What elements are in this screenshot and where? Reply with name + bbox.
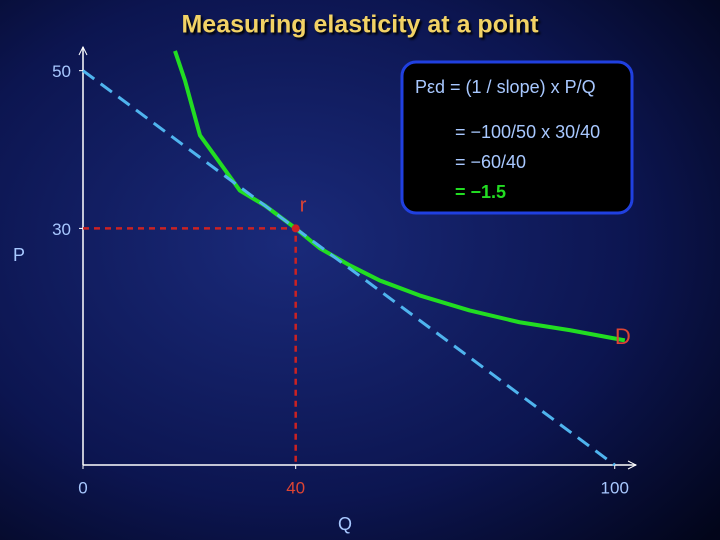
- x-tick-label: 40: [286, 478, 305, 497]
- y-axis-arrow: [78, 45, 88, 56]
- formula: = −100/50 x 30/40: [455, 122, 600, 142]
- x-tick-label: 100: [601, 478, 629, 497]
- formula: Pεd = (1 / slope) x P/Q: [415, 77, 596, 97]
- x-axis-arrow: [627, 460, 638, 470]
- chart-title: Measuring elasticity at a point: [181, 11, 539, 39]
- point: [291, 224, 300, 233]
- formula-box: [400, 60, 634, 215]
- x-axis-label: Q: [338, 514, 352, 534]
- y-tick-label: 30: [52, 220, 71, 239]
- point-label: r: [300, 195, 307, 217]
- formula: = −60/40: [455, 152, 526, 172]
- series-line: [173, 50, 626, 343]
- y-axis-label: P: [13, 245, 25, 265]
- formula-result: = −1.5: [455, 182, 506, 202]
- y-tick-label: 50: [52, 62, 71, 81]
- series-label: D: [615, 324, 631, 349]
- series-line: [82, 69, 616, 467]
- x-tick-label: 0: [78, 478, 87, 497]
